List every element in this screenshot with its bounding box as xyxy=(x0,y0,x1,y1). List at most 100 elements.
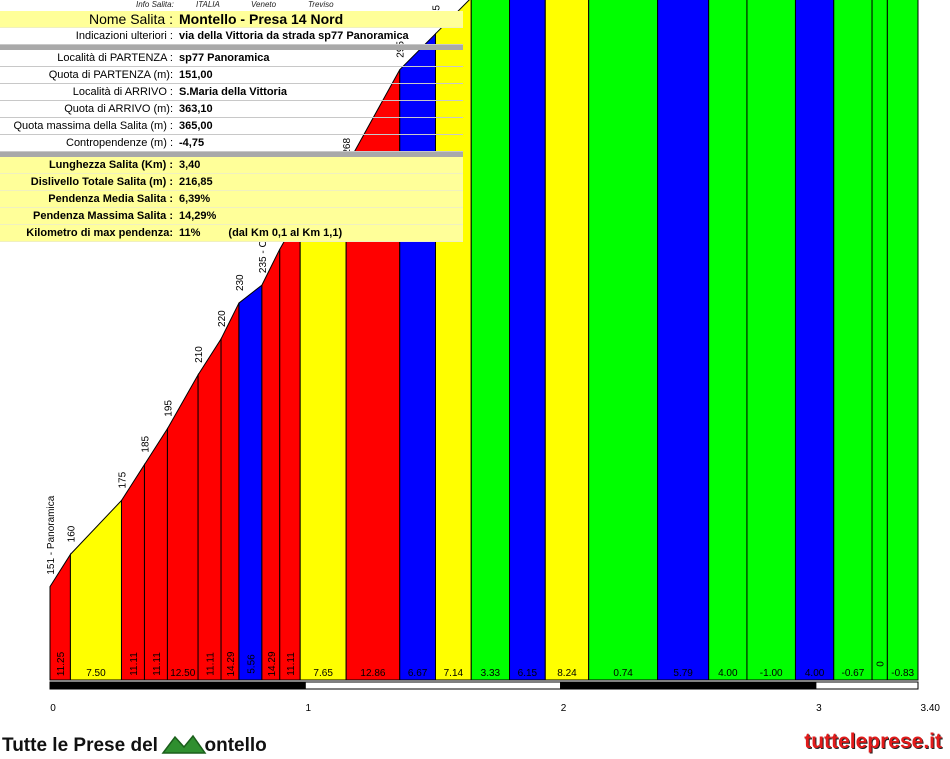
length-label: Lunghezza Salita (Km) : xyxy=(48,159,173,171)
altitude-label: 160 xyxy=(66,525,77,542)
info-row-start-location: Località di PARTENZA : sp77 Panoramica xyxy=(0,50,463,67)
km-tick-labels: 0 1 2 3 3.40 xyxy=(50,703,940,714)
km-tick-label: 0 xyxy=(50,703,56,714)
start-altitude-label: Quota di PARTENZA (m): xyxy=(48,69,173,81)
info-header-region: Veneto xyxy=(251,0,277,9)
average-gradient-label: Pendenza Media Salita : xyxy=(48,193,173,205)
info-row-counter-slopes: Contropendenze (m) : -4,75 xyxy=(0,135,463,152)
profile-segment xyxy=(166,372,199,681)
end-location-value: S.Maria della Vittoria xyxy=(179,86,288,98)
profile-segment xyxy=(238,284,263,681)
scale-bar-segment xyxy=(49,681,306,690)
end-altitude-value: 363,10 xyxy=(179,103,213,115)
profile-segment xyxy=(886,0,919,681)
gradient-label: 14.29 xyxy=(267,651,278,676)
profile-segment xyxy=(279,211,301,681)
gradient-label: 11.25 xyxy=(56,651,67,676)
site-link[interactable]: tutteleprese.it xyxy=(804,730,942,753)
start-location-value: sp77 Panoramica xyxy=(179,52,270,64)
info-row-average-gradient: Pendenza Media Salita : 6,39% xyxy=(0,191,463,208)
profile-segment xyxy=(197,337,222,681)
profile-segment xyxy=(833,0,873,681)
info-row-elevation-gain: Dislivello Totale Salita (m) : 216,85 xyxy=(0,174,463,191)
altitude-label: 151 - Panoramica xyxy=(46,495,57,574)
profile-segment xyxy=(509,0,546,681)
gradient-label: 12.86 xyxy=(360,668,385,679)
gradient-label: 11.11 xyxy=(206,652,217,676)
altitude-label: 268 xyxy=(342,138,353,155)
scale-bar-segment xyxy=(815,681,919,690)
info-separator xyxy=(0,152,463,157)
profile-segment xyxy=(299,165,347,681)
gradient-label: 12.50 xyxy=(170,668,195,679)
info-header-province: Treviso xyxy=(308,0,334,9)
max-altitude-label: Quota massima della Salita (m) : xyxy=(13,120,173,132)
altitude-label: 175 xyxy=(117,471,128,488)
profile-segment xyxy=(746,0,796,681)
gradient-value-labels: 11.25 7.50 11.11 11.11 12.50 11.11 14.29 5.56 14… xyxy=(56,651,914,679)
info-row-end-location: Località di ARRIVO : S.Maria della Vitto… xyxy=(0,84,463,101)
info-row-max-altitude: Quota massima della Salita (m) : 365,00 xyxy=(0,118,463,135)
max-gradient-label: Pendenza Massima Salita : xyxy=(33,210,173,222)
altitude-label: 185 xyxy=(140,435,151,452)
average-gradient-value: 6,39% xyxy=(179,193,211,205)
km-tick-label: 1 xyxy=(306,703,312,714)
gradient-label: 8.24 xyxy=(557,668,577,679)
end-altitude-label: Quota di ARRIVO (m): xyxy=(64,103,173,115)
info-row-max-gradient: Pendenza Massima Salita : 14,29% xyxy=(0,208,463,225)
brand-text-right: ontello xyxy=(204,735,267,756)
gradient-label: 7.14 xyxy=(444,668,464,679)
max-km-range: (dal Km 0,1 al Km 1,1) xyxy=(228,227,343,239)
counter-slopes-label: Contropendenze (m) : xyxy=(66,137,173,149)
brand-footer: Tutte le Prese del ontello xyxy=(2,733,267,757)
gradient-label: 5.79 xyxy=(673,668,693,679)
info-row-end-altitude: Quota di ARRIVO (m): 363,10 xyxy=(0,101,463,118)
km-tick-label: 3.40 xyxy=(921,703,941,714)
profile-segment xyxy=(588,0,659,681)
start-altitude-value: 151,00 xyxy=(179,69,213,81)
info-separator xyxy=(0,45,463,50)
profile-segment xyxy=(794,0,835,681)
length-value: 3,40 xyxy=(179,159,201,171)
gradient-label: 6.15 xyxy=(518,668,538,679)
km-tick-label: 2 xyxy=(561,703,567,714)
altitude-label: 230 xyxy=(235,274,246,291)
altitude-label: 220 xyxy=(217,310,228,327)
gradient-label: 0 xyxy=(876,661,887,667)
gradient-label: 3.33 xyxy=(481,668,501,679)
max-gradient-value: 14,29% xyxy=(179,210,217,222)
gradient-label: 14.29 xyxy=(226,651,237,676)
gradient-label: -0.67 xyxy=(842,668,865,679)
mountain-logo-icon xyxy=(161,734,207,754)
profile-segment xyxy=(470,0,511,681)
scale-bar-segment xyxy=(560,681,817,690)
start-location-label: Località di PARTENZA : xyxy=(57,52,173,64)
gradient-label: 4.00 xyxy=(805,668,825,679)
scale-bar-segment xyxy=(304,681,562,690)
profile-segment xyxy=(871,0,888,681)
info-row-start-altitude: Quota di PARTENZA (m): 151,00 xyxy=(0,67,463,84)
climb-name-row: Nome Salita : Montello - Presa 14 Nord xyxy=(0,11,463,28)
profile-segment xyxy=(220,302,240,681)
max-km-value-wrap: 11% (dal Km 0,1 al Km 1,1) xyxy=(176,227,463,239)
profile-segment xyxy=(708,0,748,681)
max-km-value: 11% xyxy=(179,227,201,239)
gradient-label: 0.74 xyxy=(613,668,633,679)
end-location-label: Località di ARRIVO : xyxy=(72,86,173,98)
profile-segment xyxy=(120,462,145,681)
brand-text-left: Tutte le Prese del xyxy=(2,735,158,756)
profile-segment xyxy=(544,0,590,681)
gradient-label: 5.56 xyxy=(246,654,257,674)
km-scale-bar xyxy=(49,681,919,690)
max-km-label: Kilometro di max pendenza: xyxy=(26,227,173,239)
info-header-country: ITALIA xyxy=(196,0,220,9)
profile-segment xyxy=(143,426,168,681)
gradient-label: 11.11 xyxy=(129,652,140,676)
elevation-gain-value: 216,85 xyxy=(179,176,213,188)
gradient-label: 11.11 xyxy=(152,652,163,676)
info-header-label: Info Salita: xyxy=(136,0,174,9)
climb-info-panel: Info Salita: ITALIA Veneto Treviso Nome … xyxy=(0,0,463,242)
counter-slopes-value: -4,75 xyxy=(179,137,205,149)
gradient-label: 6.67 xyxy=(408,668,428,679)
climb-name-label: Nome Salita : xyxy=(88,11,173,27)
